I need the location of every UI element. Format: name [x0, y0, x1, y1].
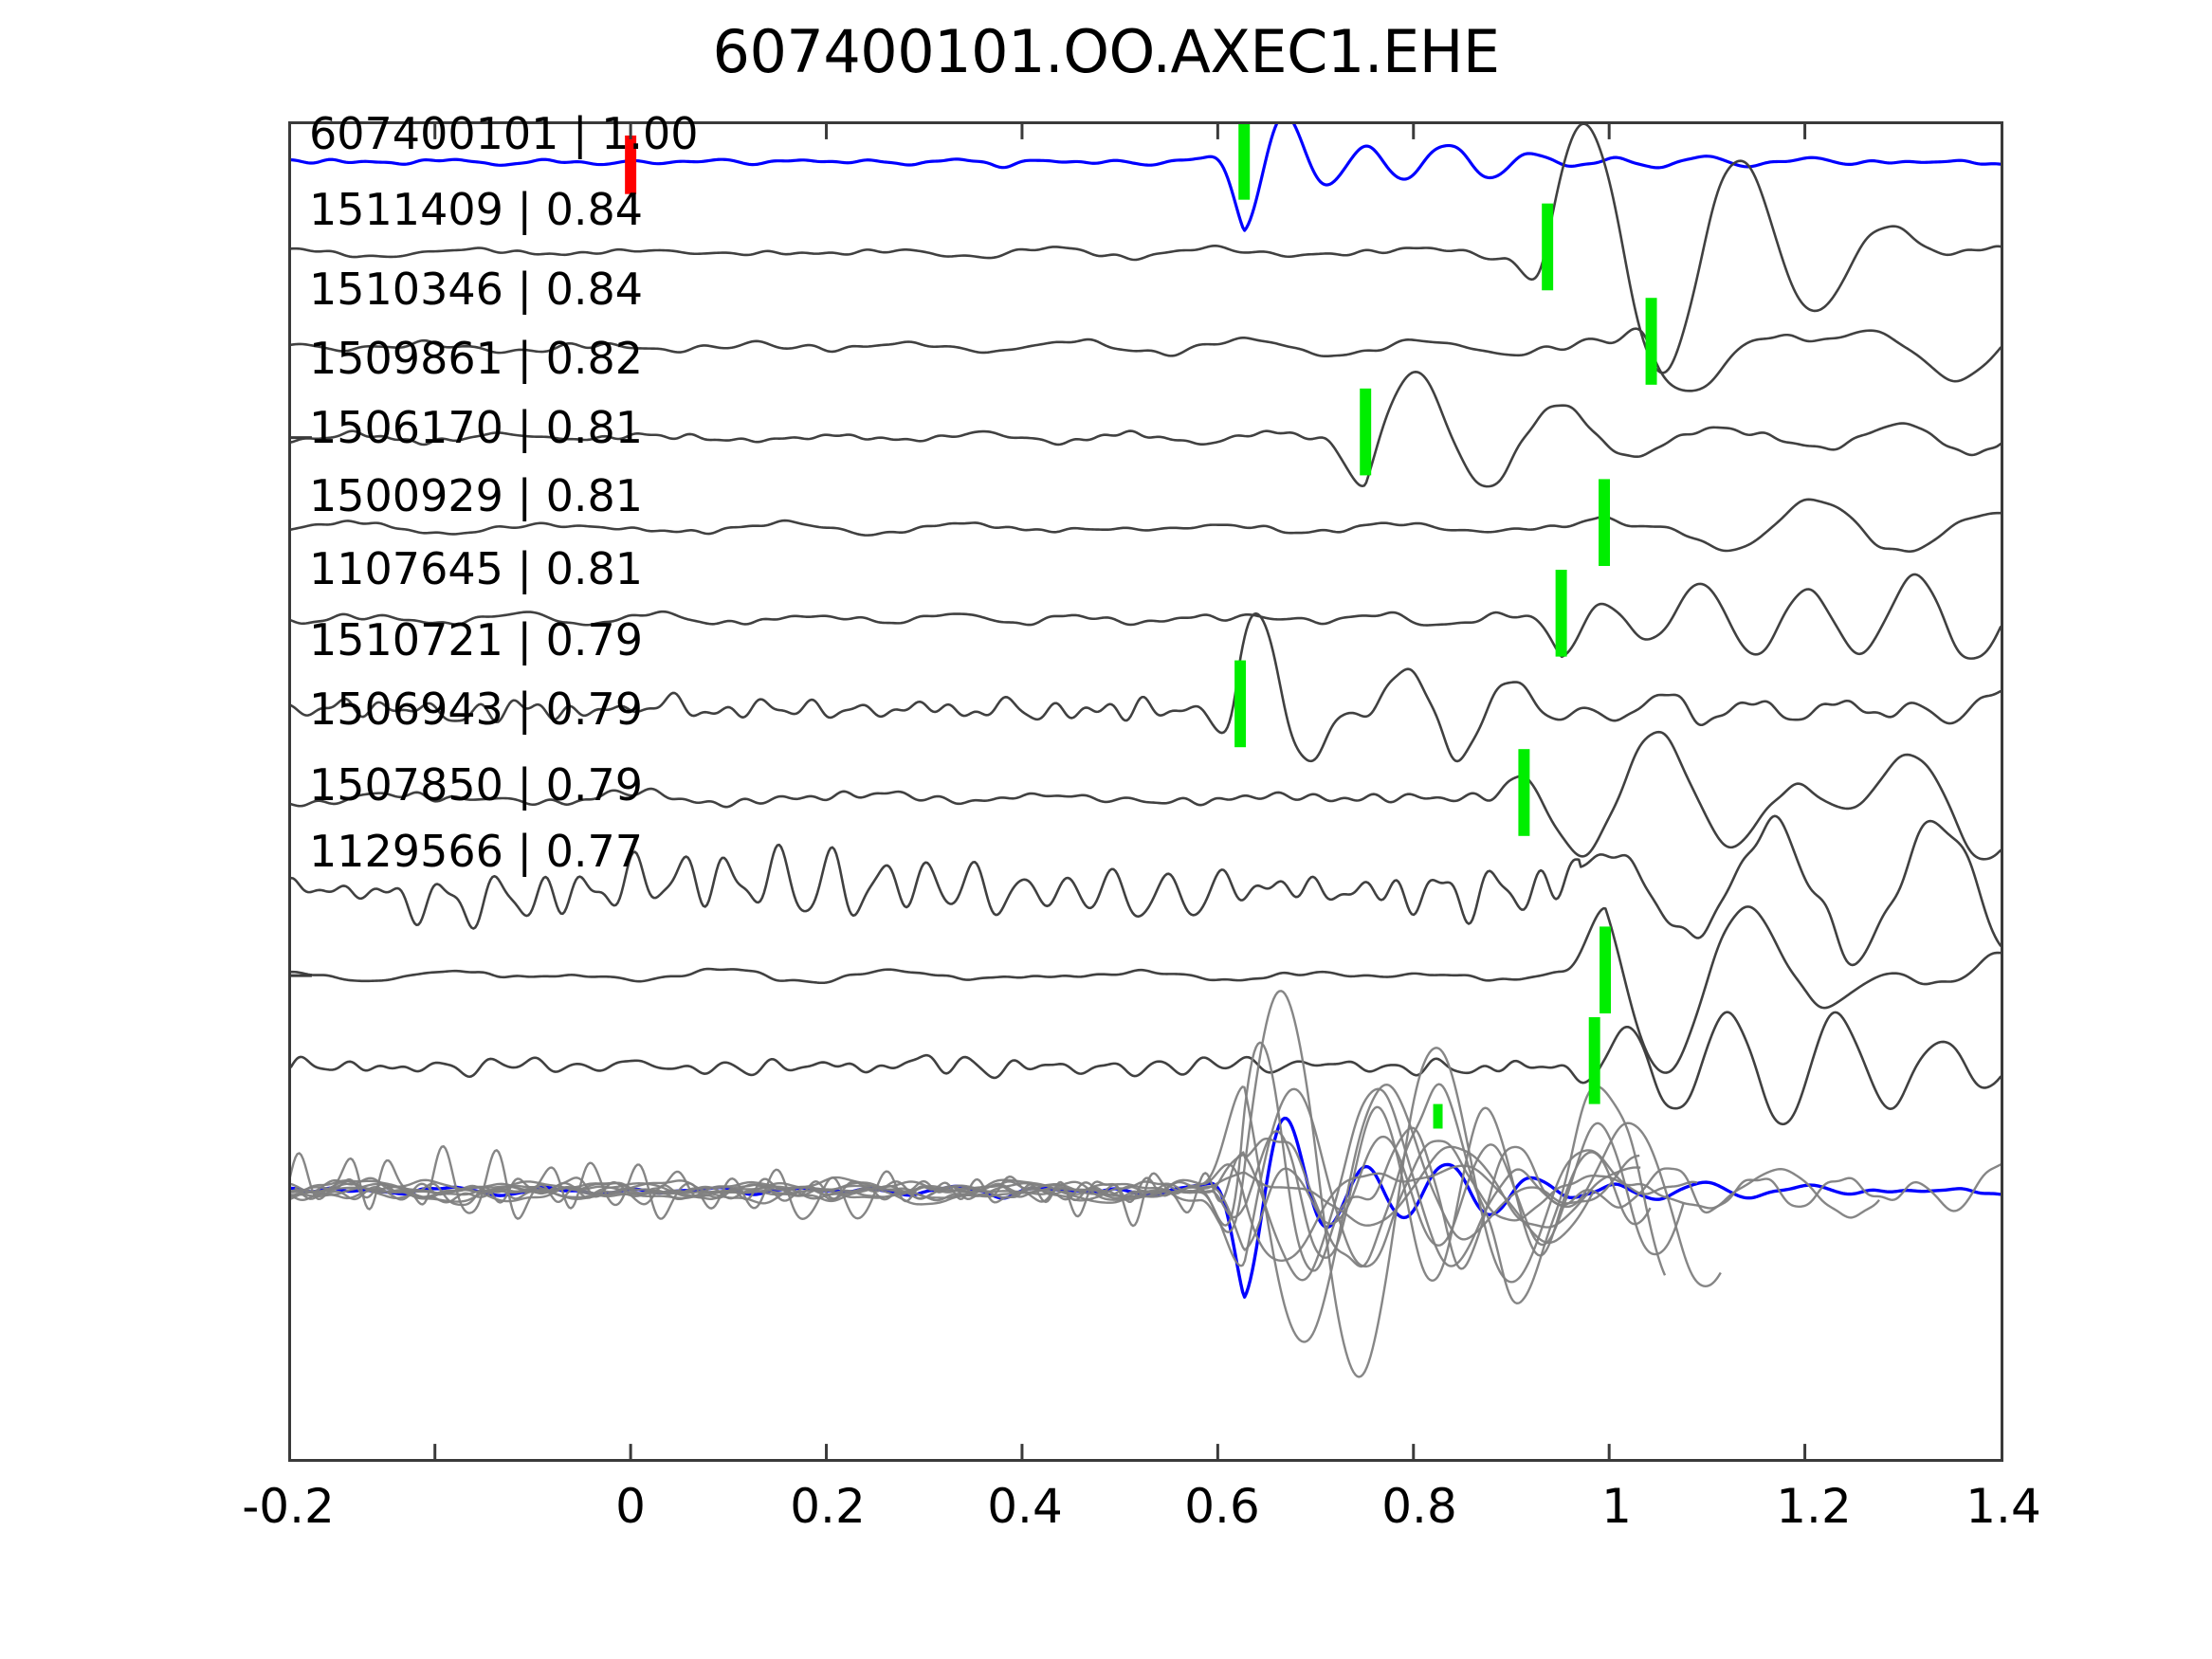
phase-pick-marker	[1555, 569, 1567, 657]
phase-pick-marker	[1360, 388, 1372, 476]
waveform-trace	[291, 498, 2001, 553]
phase-pick-marker	[1238, 124, 1251, 200]
xtick-label: 0.8	[1381, 1479, 1457, 1534]
stack-overlay-trace	[291, 1083, 1640, 1343]
stack-overlay-trace	[294, 1041, 2001, 1272]
waveform-trace	[291, 371, 2001, 488]
stack-overlay-trace	[291, 1163, 1595, 1262]
xtick-label: 1.4	[1965, 1479, 2041, 1534]
stack-overlay-trace	[291, 1145, 1641, 1229]
trace-label: 1129566 | 0.77	[309, 826, 644, 877]
xtick-label: 1	[1601, 1479, 1632, 1534]
stack-overlay-trace	[291, 1087, 1722, 1287]
phase-pick-marker	[1588, 1016, 1600, 1104]
waveform-trace	[291, 573, 2001, 660]
trace-label: 1507850 | 0.79	[309, 759, 644, 811]
phase-pick-marker	[1599, 479, 1611, 567]
trace-label: 1107645 | 0.81	[309, 543, 644, 594]
waveform-trace	[291, 124, 2001, 374]
waveform-trace	[291, 814, 2001, 967]
waveform-trace	[291, 611, 2001, 763]
waveform-canvas	[291, 124, 2001, 1459]
trace-label: 1506170 | 0.81	[309, 402, 644, 453]
xtick-label: 0.2	[790, 1479, 866, 1534]
trace-label: 607400101 | 1.00	[309, 108, 699, 159]
xtick-label: 0.4	[987, 1479, 1063, 1534]
page-title: 607400101.OO.AXEC1.EHE	[712, 17, 1501, 86]
waveform-trace	[291, 327, 2001, 392]
trace-label: 1510346 | 0.84	[309, 264, 644, 315]
plot-axes	[288, 121, 2003, 1462]
phase-pick-marker	[1542, 203, 1554, 291]
phase-pick-marker	[1234, 660, 1247, 748]
stack-pick-marker	[1433, 1103, 1443, 1129]
xtick-label: 1.2	[1776, 1479, 1852, 1534]
stack-overlay-trace	[291, 1116, 2001, 1299]
waveform-trace	[291, 124, 2001, 232]
waveform-trace	[291, 905, 2001, 1074]
trace-label: 1509861 | 0.82	[309, 333, 644, 384]
waveform-trace	[291, 730, 2001, 861]
trace-label: 1506943 | 0.79	[309, 684, 644, 735]
origin-time-marker	[625, 135, 637, 194]
waveform-trace	[291, 1011, 2001, 1126]
phase-pick-marker	[1600, 926, 1612, 1014]
phase-pick-marker	[1518, 749, 1530, 836]
stack-overlay-trace	[291, 990, 1698, 1378]
trace-label: 1511409 | 0.84	[309, 184, 644, 235]
x-axis-tick-labels: -0.2 0 0.2 0.4 0.6 0.8 1 1.2 1.4	[0, 1479, 2212, 1555]
xtick-label: 0	[615, 1479, 646, 1534]
xtick-label: 0.6	[1184, 1479, 1260, 1534]
trace-label: 1500929 | 0.81	[309, 470, 644, 521]
stack-overlay-trace	[291, 1083, 1667, 1304]
xtick-label: -0.2	[242, 1479, 335, 1534]
phase-pick-marker	[1645, 298, 1657, 385]
trace-label: 1510721 | 0.79	[309, 614, 644, 665]
stack-overlay-trace	[291, 1105, 1652, 1283]
